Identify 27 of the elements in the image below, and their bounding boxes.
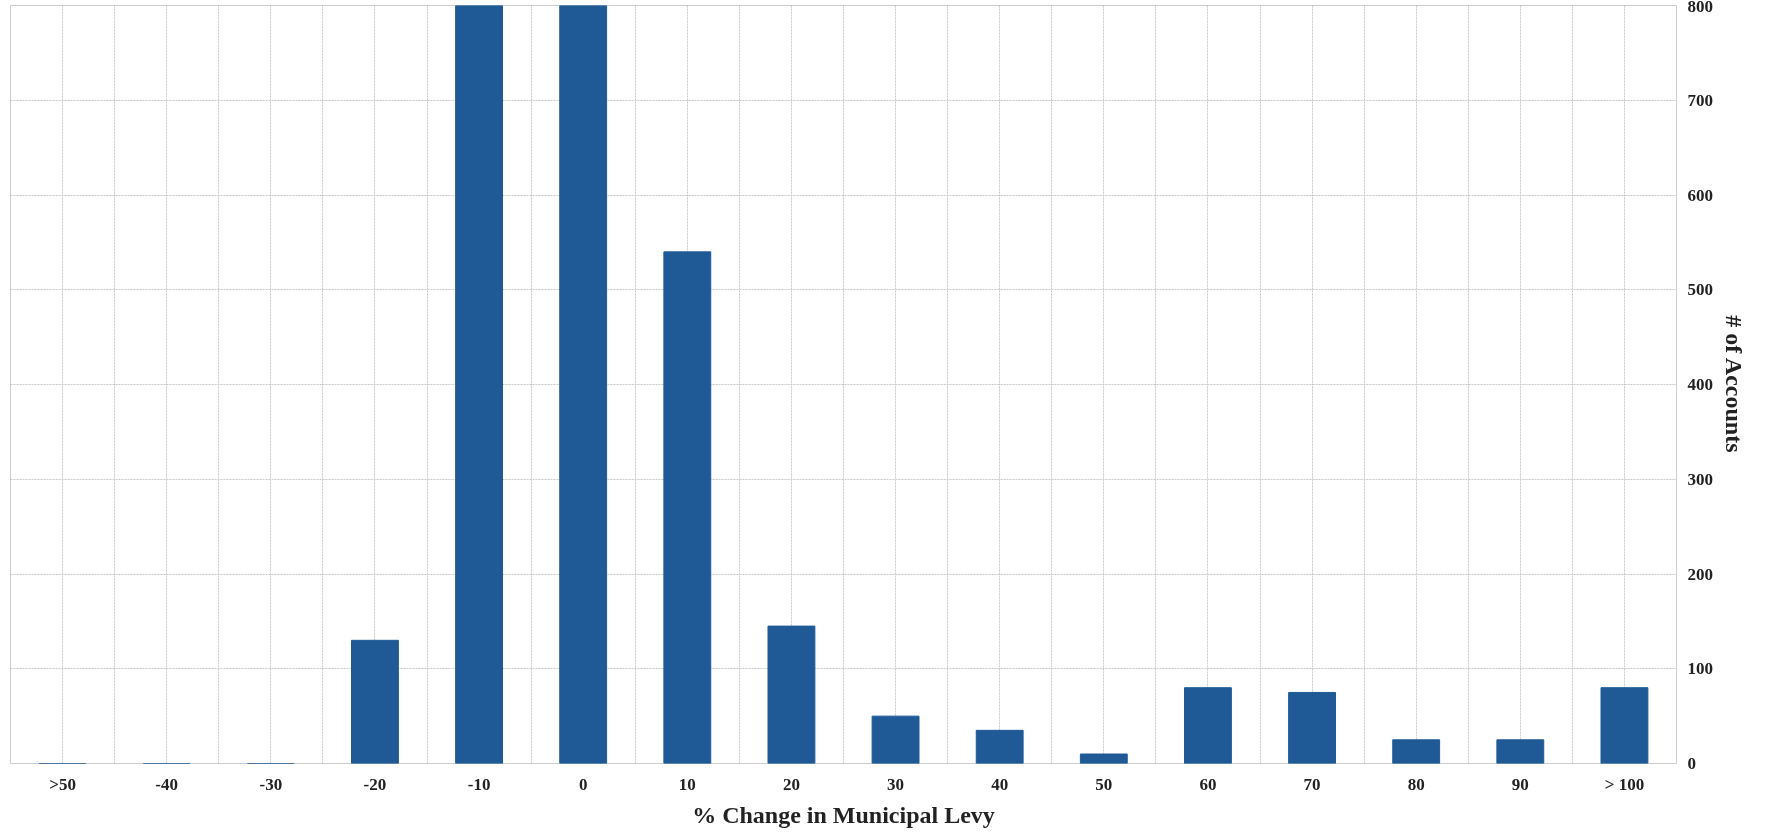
x-tick-label: 20 (782, 774, 800, 794)
x-tick-label: > 100 (1604, 774, 1645, 794)
x-tick-label: 40 (991, 774, 1009, 794)
y-tick-label: 0 (1687, 754, 1696, 773)
y-tick-label: 700 (1687, 90, 1713, 110)
y-tick-label: 500 (1687, 280, 1713, 300)
x-tick-label: 0 (578, 774, 588, 794)
x-tick-label: 30 (887, 774, 905, 794)
y-tick-label: 200 (1687, 564, 1713, 584)
x-tick-label: -20 (363, 774, 387, 794)
x-tick-label: 60 (1199, 774, 1217, 794)
x-tick-label: 80 (1407, 774, 1425, 794)
x-tick-label: 50 (1095, 774, 1113, 794)
x-tick-label: -30 (259, 774, 283, 794)
x-tick-label: -10 (467, 774, 491, 794)
y-tick-label: 100 (1687, 659, 1713, 679)
x-tick-label: 10 (678, 774, 696, 794)
x-axis-title: % Change in Municipal Levy (692, 801, 995, 828)
y-tick-label: 300 (1687, 469, 1713, 489)
y-tick-label: 800 (1687, 0, 1713, 16)
x-tick-label: >50 (49, 774, 76, 794)
x-tick-label: -40 (155, 774, 179, 794)
y-axis-title: # of Accounts (1721, 315, 1747, 453)
x-tick-label: 70 (1303, 774, 1321, 794)
y-tick-label: 400 (1687, 375, 1713, 394)
x-tick-label: 90 (1511, 774, 1529, 794)
y-tick-label: 600 (1687, 185, 1713, 205)
